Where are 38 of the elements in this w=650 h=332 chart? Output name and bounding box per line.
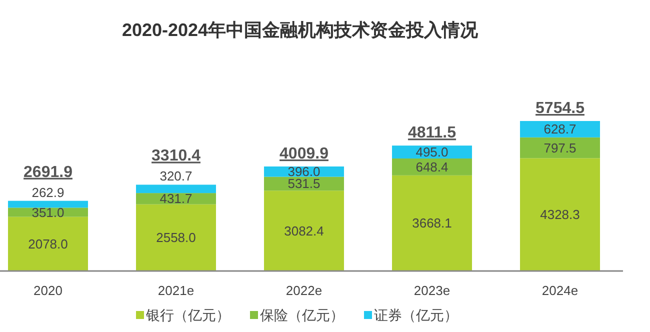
total-label: 5754.5 <box>536 100 585 117</box>
chart-title: 2020-2024年中国金融机构技术资金投入情况 <box>122 20 480 40</box>
data-label: 320.7 <box>160 168 192 184</box>
x-tick-label: 2021e <box>158 283 194 298</box>
bar <box>520 158 600 271</box>
bar <box>520 137 600 158</box>
total-label: 4009.9 <box>280 145 329 162</box>
data-label: 2078.0 <box>28 236 68 252</box>
data-label: 262.9 <box>32 184 64 200</box>
bar <box>392 175 472 271</box>
x-tick-label: 2024e <box>542 283 578 298</box>
total-label: 3310.4 <box>152 148 201 165</box>
legend-label: 保险（亿元） <box>260 307 344 323</box>
data-label: 3668.1 <box>412 216 452 231</box>
bar <box>136 184 216 194</box>
legend-label: 证券（亿元） <box>374 307 458 323</box>
data-label: 3082.4 <box>284 223 324 238</box>
bar <box>136 193 216 204</box>
total-label: 4811.5 <box>408 124 456 142</box>
bar <box>264 190 344 271</box>
data-label: 648.4 <box>416 159 448 174</box>
x-tick-label: 2022e <box>286 283 322 298</box>
x-tick-label: 2020 <box>34 283 62 298</box>
bar <box>8 216 88 271</box>
bar <box>8 200 88 208</box>
data-label: 2558.0 <box>156 230 196 246</box>
data-label: 797.5 <box>544 140 576 156</box>
data-label: 4328.3 <box>540 207 580 222</box>
data-label: 431.7 <box>160 191 192 206</box>
bar <box>520 121 600 138</box>
bar <box>392 158 472 176</box>
data-label: 495.0 <box>416 144 448 160</box>
total-label: 2691.9 <box>24 164 73 181</box>
data-label: 628.7 <box>544 122 576 137</box>
legend-label: 银行（亿元） <box>145 307 230 323</box>
data-label: 351.0 <box>32 204 64 220</box>
bar <box>136 204 216 271</box>
x-tick-label: 2023e <box>414 283 450 298</box>
